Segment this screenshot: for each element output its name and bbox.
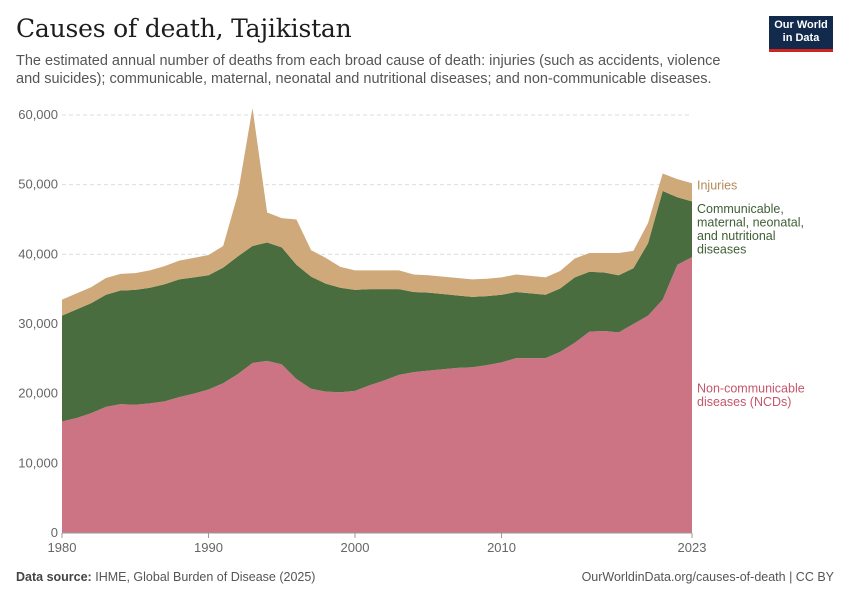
series-label: Injuries [697,178,737,192]
y-tick-label: 30,000 [18,316,58,331]
area-series-2 [62,108,692,316]
y-tick-label: 0 [51,525,58,540]
area-series-1 [62,190,692,422]
series-label-line: diseases (NCDs) [697,395,791,409]
logo-line-1: Our World [774,19,828,31]
x-tick-label: 1990 [194,540,223,555]
y-tick-label: 20,000 [18,386,58,401]
area-series-0 [62,257,692,533]
chart-subtitle: The estimated annual number of deaths fr… [16,53,721,87]
y-tick-label: 50,000 [18,177,58,192]
y-tick-label: 40,000 [18,246,58,261]
x-tick-label: 2000 [341,540,370,555]
x-tick-label: 1980 [48,540,77,555]
x-tick-label: 2023 [678,540,707,555]
data-source: Data source: IHME, Global Burden of Dise… [16,570,315,584]
series-label: Communicable, maternal, neonatal, and nutr… [697,202,804,257]
logo-line-2: in Data [782,32,820,44]
data-source-label: Data source: [16,570,92,584]
series-label-line: Communicable, [697,202,784,216]
owid-logo[interactable]: Our World in Data [769,16,833,52]
series-label-line: diseases [697,243,746,257]
series-label-line: Injuries [697,178,737,192]
y-tick-label: 10,000 [18,455,58,470]
x-tick-label: 2010 [487,540,516,555]
chart-title: Causes of death, Tajikistan [16,14,352,43]
series-label-line: and nutritional [697,229,776,243]
source-url[interactable]: OurWorldinData.org/causes-of-death | CC … [581,570,834,584]
series-label-line: maternal, neonatal, [697,216,804,230]
data-source-text[interactable]: IHME, Global Burden of Disease (2025) [95,570,316,584]
y-tick-label: 60,000 [18,107,58,122]
series-label: Non-communicable diseases (NCDs) [697,381,805,409]
series-label-line: Non-communicable [697,381,805,395]
